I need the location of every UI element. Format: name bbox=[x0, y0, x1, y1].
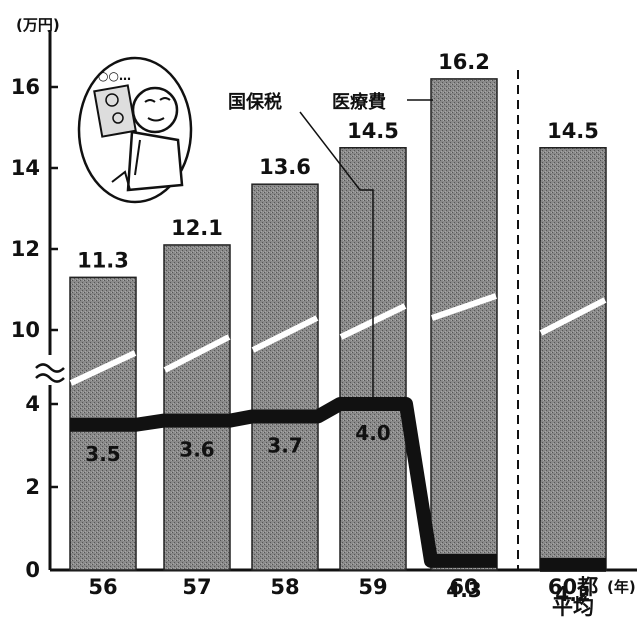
tax-value-label-59: 4.0 bbox=[355, 421, 390, 445]
x-category-label-56: 56 bbox=[88, 575, 117, 599]
tax-line-series bbox=[70, 397, 497, 568]
break-line-60都平均 bbox=[539, 297, 607, 336]
x-category-label-57: 57 bbox=[182, 575, 211, 599]
x-category-label-60: 60 bbox=[449, 575, 478, 599]
legend-callouts: 国保税 医療費 bbox=[228, 91, 433, 400]
break-lines bbox=[69, 293, 607, 386]
medical-value-label-59: 14.5 bbox=[347, 119, 399, 143]
break-line-57 bbox=[163, 334, 231, 373]
svg-text:○○…: ○○… bbox=[98, 69, 131, 83]
x-category-label-60都平均: 60都 bbox=[548, 575, 598, 599]
x-category-label-58: 58 bbox=[270, 575, 299, 599]
medical-value-label-60: 16.2 bbox=[438, 50, 490, 74]
x-unit-label: (年) bbox=[607, 578, 636, 596]
cartoon-illustration: ○○… bbox=[77, 56, 193, 204]
y-tick-label-2: 2 bbox=[25, 475, 40, 499]
tax-value-label-58: 3.7 bbox=[267, 433, 302, 457]
medical-value-label-58: 13.6 bbox=[259, 155, 311, 179]
y-tick-label-0: 0 bbox=[25, 558, 40, 582]
break-line-60 bbox=[431, 293, 497, 321]
medical-value-label-60都平均: 14.5 bbox=[547, 119, 599, 143]
tax-value-label-57: 3.6 bbox=[179, 438, 214, 462]
legend-medical-label: 医療費 bbox=[332, 91, 386, 113]
bar-57 bbox=[163, 244, 231, 571]
tax-value-label-56: 3.5 bbox=[85, 442, 120, 466]
legend-tax-label: 国保税 bbox=[228, 91, 282, 113]
axes: 0 2 4 10 12 14 16 bbox=[11, 30, 637, 582]
labels: 11.3 12.1 13.6 14.5 16.2 14.5 3.5 3.6 3.7 4.0 4.3 4… bbox=[77, 50, 636, 619]
bar-60都平均 bbox=[539, 147, 607, 571]
axis-break-mark bbox=[35, 363, 65, 383]
y-tick-label-10: 10 bbox=[11, 318, 40, 342]
legend-tax-leader bbox=[299, 111, 374, 400]
tax-value-label-60都平均: 4.2 bbox=[555, 582, 590, 606]
tax-line bbox=[70, 397, 606, 572]
tax-value-label-60: 4.3 bbox=[446, 578, 481, 602]
y-tick-label-16: 16 bbox=[11, 75, 40, 99]
x-category-label-59: 59 bbox=[358, 575, 387, 599]
y-unit-label: (万円) bbox=[16, 16, 60, 34]
y-tick-label-4: 4 bbox=[25, 392, 40, 416]
medical-value-label-57: 12.1 bbox=[171, 216, 223, 240]
break-line-58 bbox=[251, 315, 319, 353]
break-line-56 bbox=[69, 350, 137, 386]
x-category-label-60都平均: 平均 bbox=[552, 595, 594, 619]
y-unit-text: (万円) bbox=[16, 16, 60, 34]
bar-58 bbox=[251, 183, 319, 571]
medical-value-label-56: 11.3 bbox=[77, 248, 129, 272]
bar-60 bbox=[430, 78, 498, 571]
y-tick-label-14: 14 bbox=[11, 156, 40, 180]
y-tick-label-12: 12 bbox=[11, 237, 40, 261]
